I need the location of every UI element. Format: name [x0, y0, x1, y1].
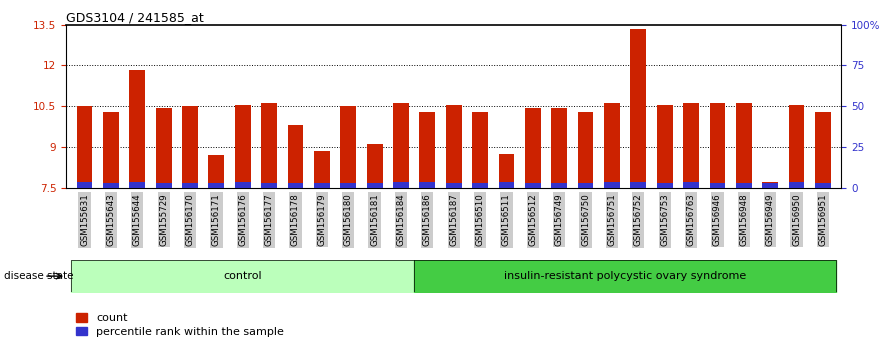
- Bar: [525, 183, 541, 188]
- Bar: [709, 103, 725, 188]
- Bar: [287, 125, 303, 188]
- Bar: [499, 154, 515, 188]
- Bar: [419, 112, 435, 188]
- Bar: [815, 112, 831, 188]
- Bar: [736, 103, 751, 188]
- Bar: [683, 182, 699, 188]
- Bar: [604, 103, 620, 188]
- Bar: [287, 183, 303, 188]
- Bar: [709, 183, 725, 188]
- Bar: [393, 182, 409, 188]
- Bar: [261, 103, 277, 188]
- Bar: [446, 183, 462, 188]
- Bar: [446, 105, 462, 188]
- Bar: [552, 183, 567, 188]
- Bar: [788, 105, 804, 188]
- Bar: [604, 182, 620, 188]
- Bar: [156, 108, 172, 188]
- Bar: [419, 182, 435, 188]
- Bar: [552, 108, 567, 188]
- Bar: [340, 183, 356, 188]
- Bar: [366, 144, 382, 188]
- Bar: [656, 105, 672, 188]
- Bar: [815, 183, 831, 188]
- Bar: [209, 155, 225, 188]
- Bar: [762, 183, 778, 188]
- Bar: [366, 183, 382, 188]
- Bar: [209, 183, 225, 188]
- Legend: count, percentile rank within the sample: count, percentile rank within the sample: [71, 309, 288, 341]
- Bar: [182, 106, 198, 188]
- Bar: [314, 151, 329, 188]
- Bar: [182, 183, 198, 188]
- Bar: [77, 106, 93, 188]
- Bar: [762, 182, 778, 188]
- Bar: [525, 108, 541, 188]
- Bar: [77, 182, 93, 188]
- Bar: [631, 29, 647, 188]
- Bar: [103, 183, 119, 188]
- Text: control: control: [224, 271, 262, 281]
- Bar: [788, 182, 804, 188]
- Text: insulin-resistant polycystic ovary syndrome: insulin-resistant polycystic ovary syndr…: [504, 271, 746, 281]
- Bar: [156, 183, 172, 188]
- Bar: [631, 182, 647, 188]
- Bar: [472, 112, 488, 188]
- Bar: [130, 182, 145, 188]
- Bar: [235, 105, 251, 188]
- Bar: [314, 183, 329, 188]
- Bar: [656, 183, 672, 188]
- Bar: [472, 183, 488, 188]
- Bar: [578, 183, 594, 188]
- Text: GDS3104 / 241585_at: GDS3104 / 241585_at: [66, 11, 204, 24]
- Bar: [130, 69, 145, 188]
- Text: disease state: disease state: [4, 271, 74, 281]
- Bar: [393, 103, 409, 188]
- Bar: [261, 183, 277, 188]
- Bar: [340, 106, 356, 188]
- Bar: [103, 112, 119, 188]
- Bar: [578, 112, 594, 188]
- Bar: [499, 182, 515, 188]
- Bar: [235, 182, 251, 188]
- Bar: [683, 103, 699, 188]
- Bar: [736, 183, 751, 188]
